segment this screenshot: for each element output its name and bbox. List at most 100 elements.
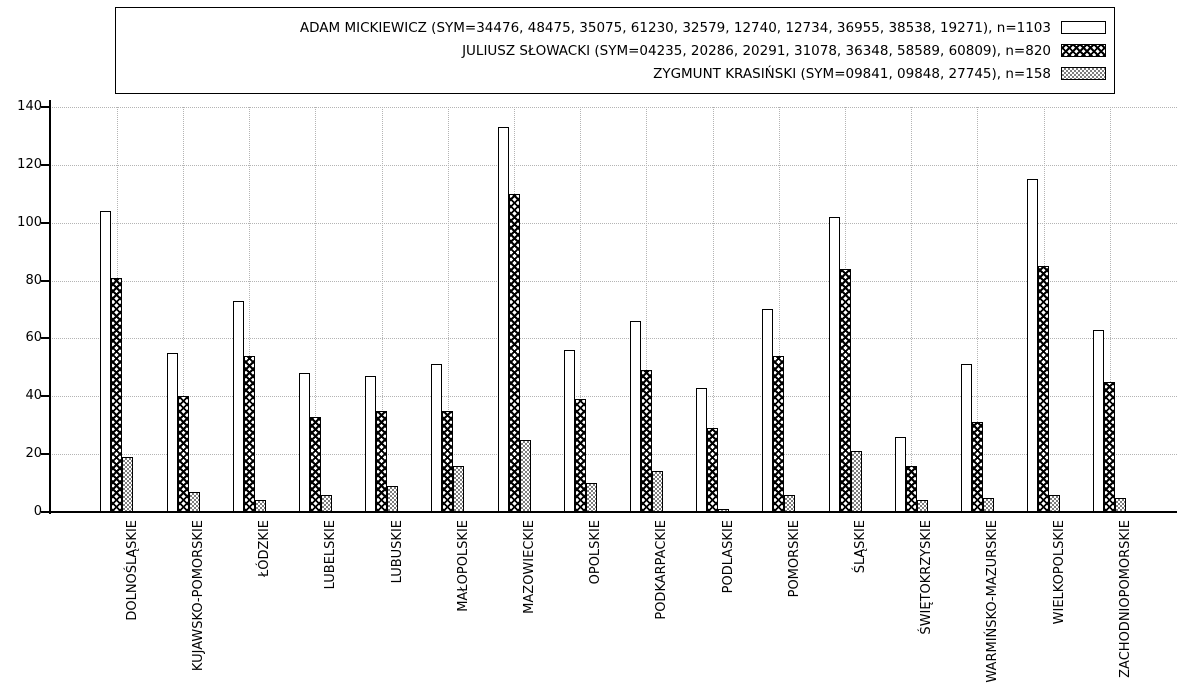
y-tick-label: 80 (25, 272, 42, 288)
x-category-label: WARMIŃSKO-MAZURSKIE (985, 520, 1001, 683)
bar (960, 364, 972, 512)
bar (1038, 266, 1050, 512)
bar (563, 350, 575, 512)
bar (629, 321, 641, 512)
bar (122, 457, 134, 512)
x-category-label: MAZOWIECKIE (522, 520, 537, 614)
y-tick-label: 120 (17, 156, 42, 172)
bar (905, 466, 917, 512)
y-axis-line (49, 100, 51, 514)
legend-swatch-checker (1061, 67, 1106, 80)
bar (651, 471, 663, 512)
legend-row: JULIUSZ SŁOWACKI (SYM=04235, 20286, 2029… (116, 39, 1106, 62)
y-axis-tick (41, 163, 50, 166)
legend-label: ZYGMUNT KRASIŃSKI (SYM=09841, 09848, 277… (653, 65, 1051, 82)
gridline-x (646, 107, 648, 512)
x-category-label: OPOLSKIE (588, 520, 604, 585)
bar (1049, 495, 1061, 512)
bar (111, 278, 123, 512)
x-category-label: LUBUSKIE (389, 520, 405, 584)
gridline-x (447, 107, 449, 512)
bar (762, 309, 774, 512)
gridline-y (50, 107, 1177, 108)
bar (1027, 179, 1039, 512)
x-category-label: MAŁOPOLSKIE (455, 520, 471, 612)
gridline-x (712, 107, 714, 512)
bar (431, 364, 443, 512)
bar (365, 376, 377, 512)
y-axis-tick (41, 395, 50, 398)
gridline-x (580, 107, 582, 512)
y-axis-tick (41, 279, 50, 282)
bar (508, 194, 520, 512)
bar (166, 353, 178, 512)
bar (839, 269, 851, 512)
bar (177, 396, 189, 512)
gridline-x (315, 107, 317, 512)
y-axis-tick (41, 106, 50, 108)
gridline-y (50, 454, 1177, 456)
legend: ADAM MICKIEWICZ (SYM=34476, 48475, 35075… (115, 7, 1115, 94)
bar (309, 417, 321, 512)
legend-label: ADAM MICKIEWICZ (SYM=34476, 48475, 35075… (299, 19, 1051, 36)
x-category-label: POMORSKIE (786, 520, 802, 598)
bar (574, 399, 586, 512)
bar (585, 483, 597, 512)
y-tick-label: 60 (25, 330, 42, 346)
bar (1093, 330, 1105, 512)
bar (298, 373, 310, 512)
bar (784, 495, 796, 512)
gridline-y (50, 222, 1177, 224)
bar (320, 495, 332, 512)
y-axis-tick (41, 337, 50, 340)
gridline-x (1109, 107, 1111, 512)
bar (442, 411, 454, 512)
bar (850, 451, 862, 512)
bar (1115, 498, 1127, 512)
gridline-y (50, 396, 1177, 398)
y-axis-tick (41, 511, 50, 513)
bar (982, 498, 994, 512)
x-category-label: WIELKOPOLSKIE (1051, 520, 1067, 625)
gridline-y (50, 338, 1177, 340)
bar (696, 388, 708, 512)
y-tick-label: 0 (33, 504, 42, 519)
x-category-label: ŚLĄSKIE (853, 520, 868, 574)
x-category-label: KUJAWSKO-POMORSKIE (191, 520, 206, 672)
x-category-label: DOLNOŚLĄSKIE (124, 520, 140, 621)
y-axis-tick (41, 221, 50, 224)
gridline-y (50, 280, 1177, 282)
y-tick-label: 100 (17, 214, 42, 230)
x-category-label: LUBELSKIE (323, 520, 339, 590)
bar (453, 466, 465, 512)
bar (828, 217, 840, 512)
bar (387, 486, 399, 512)
bar (707, 428, 719, 512)
legend-swatch-crosshatch (1061, 44, 1106, 57)
gridline-x (381, 107, 383, 512)
bar (100, 211, 112, 512)
gridline-x (977, 107, 979, 512)
x-category-label: ŁÓDZKIE (257, 520, 273, 578)
gridline-x (183, 107, 184, 512)
bar (971, 422, 983, 512)
bar (188, 492, 200, 512)
legend-swatch-solid-white (1061, 21, 1106, 34)
bar (1104, 382, 1116, 512)
x-category-label: PODKARPACKIE (654, 520, 670, 620)
bar (232, 301, 244, 512)
y-tick-label: 140 (17, 99, 42, 114)
legend-row: ZYGMUNT KRASIŃSKI (SYM=09841, 09848, 277… (116, 62, 1106, 85)
legend-row: ADAM MICKIEWICZ (SYM=34476, 48475, 35075… (116, 16, 1106, 39)
x-category-label: ZACHODNIOPOMORSKIE (1117, 520, 1133, 678)
bar (640, 370, 652, 512)
gridline-y (50, 164, 1177, 166)
bar (894, 437, 906, 512)
gridline-x (911, 107, 913, 512)
bar (519, 440, 531, 512)
y-tick-label: 40 (25, 388, 42, 404)
gridline-x (249, 107, 251, 512)
y-axis-tick (41, 453, 50, 456)
bar (243, 356, 255, 512)
